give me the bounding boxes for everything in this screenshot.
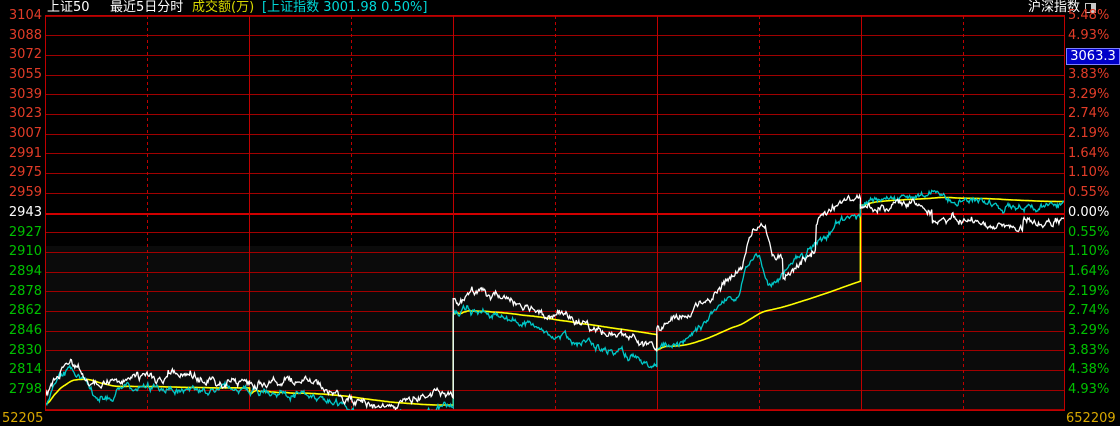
axis-tick-left: 2991 [8, 146, 42, 161]
axis-tick-right: 2.74% [1068, 106, 1110, 121]
midday-separator [351, 16, 352, 410]
volume-axis-right-value: 652209 [1066, 411, 1116, 426]
axis-tick-right: 2.19% [1068, 126, 1110, 141]
axis-tick-left: 2846 [8, 323, 42, 338]
axis-tick-left: 3023 [8, 106, 42, 121]
midday-separator [555, 16, 556, 410]
axis-tick-left: 2878 [8, 284, 42, 299]
plot-inner [46, 16, 1064, 410]
axis-tick-right: 4.38% [1068, 362, 1110, 377]
axis-tick-right: 4.93% [1068, 28, 1110, 43]
axis-tick-left: 3039 [8, 87, 42, 102]
panel-toggle-icon[interactable] [1085, 3, 1096, 13]
day-separator [453, 16, 454, 410]
axis-tick-right: 1.64% [1068, 264, 1110, 279]
axis-tick-right: 2.74% [1068, 303, 1110, 318]
price-line [46, 193, 1064, 410]
axis-tick-left: 2975 [8, 165, 42, 180]
axis-tick-right: 3.83% [1068, 343, 1110, 358]
axis-tick-left: 2959 [8, 185, 42, 200]
midday-separator [759, 16, 760, 410]
axis-tick-right: 0.55% [1068, 225, 1110, 240]
index-quote-label: [上证指数 3001.98 0.50%] [262, 0, 428, 15]
axis-tick-right: 0.55% [1068, 185, 1110, 200]
axis-tick-right-zero: 0.00% [1068, 205, 1110, 220]
period-label[interactable]: 最近5日分时 [110, 0, 184, 15]
day-separator [249, 16, 250, 410]
axis-tick-left: 2798 [8, 382, 42, 397]
axis-tick-left: 2862 [8, 303, 42, 318]
midday-separator [147, 16, 148, 410]
axis-tick-left-zero: 2943 [8, 205, 42, 220]
axis-tick-left: 3072 [8, 47, 42, 62]
axis-tick-left: 3088 [8, 28, 42, 43]
day-separator [861, 16, 862, 410]
axis-tick-right: 4.93% [1068, 382, 1110, 397]
chart-header: 上证50 最近5日分时 成交额(万) [上证指数 3001.98 0.50%] … [0, 0, 1120, 16]
axis-tick-right: 1.64% [1068, 146, 1110, 161]
axis-tick-right: 3.83% [1068, 67, 1110, 82]
series-canvas [46, 189, 1064, 410]
axis-tick-left: 2910 [8, 244, 42, 259]
volume-axis-left-value: 52205 [2, 411, 44, 426]
plot-area[interactable] [45, 15, 1065, 411]
axis-tick-left: 2814 [8, 362, 42, 377]
last-price-tag: 3063.3 [1066, 48, 1120, 65]
day-separator [657, 16, 658, 410]
market-selector-label[interactable]: 沪深指数 [1027, 0, 1080, 15]
axis-tick-left: 2894 [8, 264, 42, 279]
index-line [46, 189, 1064, 410]
volume-unit-label[interactable]: 成交额(万) [192, 0, 255, 15]
instrument-name-label[interactable]: 上证50 [47, 0, 90, 15]
axis-tick-left: 2830 [8, 343, 42, 358]
axis-tick-right: 1.10% [1068, 244, 1110, 259]
axis-tick-right: 2.19% [1068, 284, 1110, 299]
axis-tick-left: 3007 [8, 126, 42, 141]
axis-tick-left: 2927 [8, 225, 42, 240]
axis-tick-right: 3.29% [1068, 323, 1110, 338]
midday-separator [963, 16, 964, 410]
axis-tick-right: 3.29% [1068, 87, 1110, 102]
average-line [46, 196, 1064, 406]
axis-tick-left: 3055 [8, 67, 42, 82]
axis-tick-right: 1.10% [1068, 165, 1110, 180]
